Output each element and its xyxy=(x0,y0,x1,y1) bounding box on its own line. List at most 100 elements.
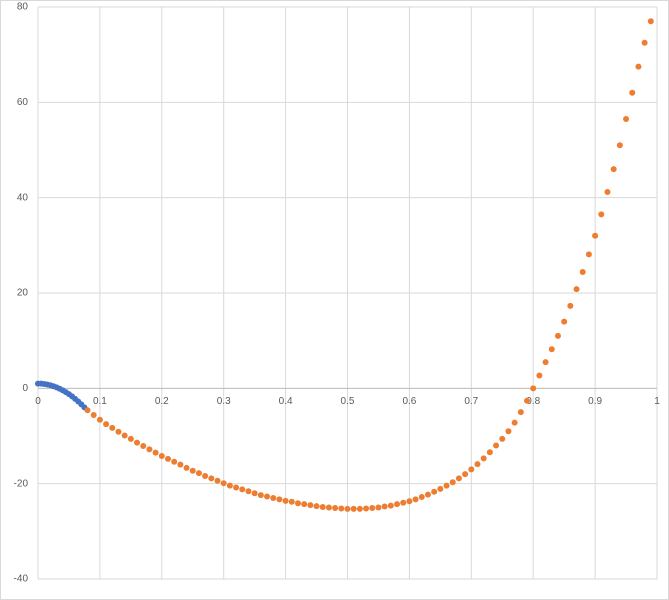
point xyxy=(598,211,605,218)
point xyxy=(356,505,363,512)
point xyxy=(363,505,370,512)
point xyxy=(505,428,512,435)
point xyxy=(134,439,141,446)
point xyxy=(400,499,407,506)
point xyxy=(530,385,537,392)
point xyxy=(592,232,599,239)
point xyxy=(635,63,642,70)
point xyxy=(350,505,357,512)
point xyxy=(270,494,277,501)
point xyxy=(121,432,128,439)
point xyxy=(493,442,500,449)
point xyxy=(208,475,215,482)
point xyxy=(214,477,221,484)
point xyxy=(220,480,227,487)
point xyxy=(499,435,506,442)
point xyxy=(387,502,394,509)
point xyxy=(567,302,574,309)
point xyxy=(369,504,376,511)
point xyxy=(171,458,178,465)
point xyxy=(431,488,438,495)
point xyxy=(233,484,240,491)
point xyxy=(579,269,586,276)
point xyxy=(554,332,561,339)
point xyxy=(276,496,283,503)
point xyxy=(524,397,531,404)
x-tick-label: 0.6 xyxy=(402,396,416,407)
x-tick-label: 0.5 xyxy=(341,396,355,407)
x-tick-label: 0.9 xyxy=(588,396,602,407)
point xyxy=(177,461,184,468)
point xyxy=(313,503,320,510)
point xyxy=(381,503,388,510)
point xyxy=(616,142,623,149)
point xyxy=(257,492,264,499)
point xyxy=(610,166,617,173)
point xyxy=(542,359,549,366)
point xyxy=(195,470,202,477)
point xyxy=(418,494,425,501)
point xyxy=(536,372,543,379)
point xyxy=(115,428,122,435)
point xyxy=(319,504,326,511)
y-tick-label: 40 xyxy=(17,192,29,203)
point xyxy=(307,502,314,509)
point xyxy=(226,482,233,489)
point xyxy=(604,188,611,195)
point xyxy=(462,471,469,478)
point xyxy=(623,116,630,123)
y-tick-label: 20 xyxy=(17,288,29,299)
point xyxy=(109,424,116,431)
point xyxy=(183,464,190,471)
point xyxy=(455,475,462,482)
point xyxy=(96,416,103,423)
point xyxy=(561,318,568,325)
x-tick-label: 0.8 xyxy=(526,396,540,407)
point xyxy=(245,488,252,495)
x-tick-label: 0 xyxy=(35,396,41,407)
point xyxy=(394,501,401,508)
x-tick-label: 0.3 xyxy=(217,396,231,407)
point xyxy=(641,39,648,46)
point xyxy=(294,500,301,507)
point xyxy=(424,491,431,498)
y-tick-label: -20 xyxy=(14,478,29,489)
y-tick-label: 0 xyxy=(22,383,28,394)
point xyxy=(406,498,413,505)
point xyxy=(338,505,345,512)
point xyxy=(480,455,487,462)
point xyxy=(437,485,444,492)
x-tick-label: 0.1 xyxy=(93,396,107,407)
point xyxy=(647,18,654,25)
point xyxy=(449,479,456,486)
point xyxy=(103,421,110,428)
y-tick-label: 80 xyxy=(17,2,29,13)
point xyxy=(344,505,351,512)
y-tick-label: -40 xyxy=(14,574,29,585)
x-tick-label: 0.4 xyxy=(279,396,293,407)
point xyxy=(585,251,592,258)
point xyxy=(629,89,636,96)
point xyxy=(301,501,308,508)
point xyxy=(412,496,419,503)
point xyxy=(282,497,289,504)
point xyxy=(511,419,518,426)
point xyxy=(84,407,91,414)
point xyxy=(443,482,450,489)
point xyxy=(90,412,97,419)
point xyxy=(474,461,481,468)
point xyxy=(251,490,258,497)
point xyxy=(264,493,271,500)
point xyxy=(127,435,134,442)
point xyxy=(140,443,147,450)
point xyxy=(573,286,580,293)
y-tick-label: 60 xyxy=(17,97,29,108)
point xyxy=(517,409,524,416)
x-tick-label: 0.7 xyxy=(464,396,478,407)
point xyxy=(332,504,339,511)
x-tick-label: 0.2 xyxy=(155,396,169,407)
point xyxy=(486,449,493,456)
